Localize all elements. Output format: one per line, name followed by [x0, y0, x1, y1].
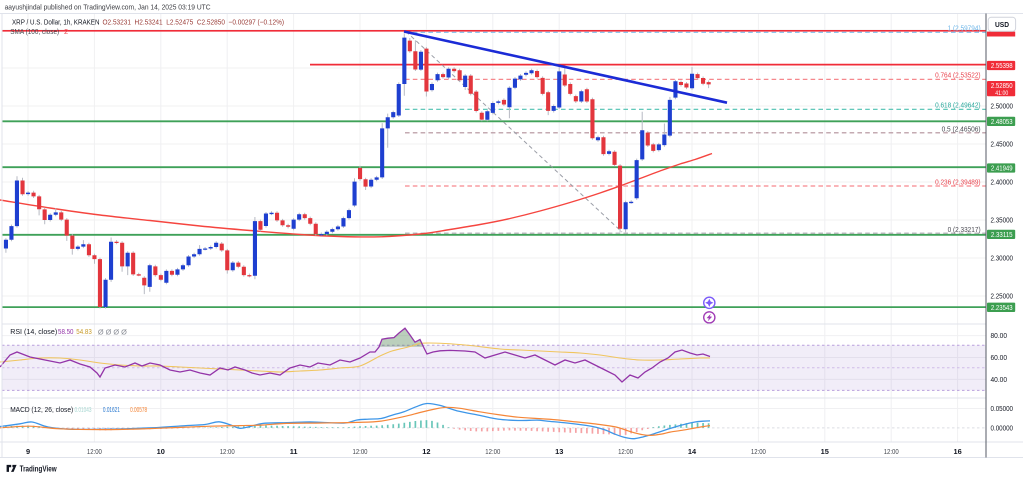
svg-text:2.40000: 2.40000 [991, 178, 1014, 187]
svg-text:12:00: 12:00 [485, 447, 500, 456]
svg-text:0.5 (2.46506): 0.5 (2.46506) [942, 124, 981, 133]
svg-text:2.30000: 2.30000 [991, 254, 1014, 263]
svg-text:12: 12 [422, 447, 430, 456]
svg-text:XRP / U.S. Dollar, 1h, KRAKEN: XRP / U.S. Dollar, 1h, KRAKEN [12, 17, 100, 26]
svg-text:41:00: 41:00 [995, 90, 1008, 97]
svg-text:2.23543: 2.23543 [991, 303, 1013, 312]
svg-text:11: 11 [290, 447, 298, 456]
svg-text:9: 9 [26, 447, 30, 456]
svg-text:40.00: 40.00 [991, 375, 1008, 384]
svg-text:0.05000: 0.05000 [991, 404, 1014, 413]
svg-text:10: 10 [157, 447, 165, 456]
svg-text:2.52850: 2.52850 [991, 81, 1013, 90]
svg-text:2.55398: 2.55398 [991, 61, 1013, 70]
svg-text:12:00: 12:00 [87, 447, 102, 456]
svg-text:0.764 (2.53522): 0.764 (2.53522) [935, 71, 981, 80]
svg-text:54.83: 54.83 [76, 327, 92, 336]
svg-text:12:00: 12:00 [220, 447, 235, 456]
svg-text:2.25000: 2.25000 [991, 292, 1014, 301]
svg-text:2.33115: 2.33115 [991, 230, 1013, 239]
svg-text:14: 14 [688, 447, 697, 456]
svg-text:1 (2.59794): 1 (2.59794) [948, 23, 981, 32]
svg-text:13: 13 [555, 447, 563, 456]
svg-text:0.01621: 0.01621 [103, 405, 120, 414]
svg-text:0 (2.33217): 0 (2.33217) [948, 225, 981, 234]
svg-text:USD: USD [995, 20, 1010, 29]
svg-text:12:00: 12:00 [618, 447, 633, 456]
svg-text:2: 2 [64, 27, 68, 36]
svg-text:12:00: 12:00 [884, 447, 899, 456]
svg-text:58.50: 58.50 [58, 327, 74, 336]
svg-text:TradingView: TradingView [20, 464, 57, 473]
svg-text:16: 16 [953, 447, 961, 456]
svg-text:80.00: 80.00 [991, 331, 1008, 340]
svg-text:MACD (12, 26, close): MACD (12, 26, close) [10, 405, 73, 414]
svg-text:0.00578: 0.00578 [130, 405, 147, 414]
svg-text:12:00: 12:00 [751, 447, 766, 456]
svg-text:RSI (14, close): RSI (14, close) [10, 327, 57, 336]
svg-text:aayushjindal published on Trad: aayushjindal published on TradingView.co… [5, 2, 212, 11]
svg-text:O2.53231 H2.53241 L2.52475: O2.53231 H2.53241 L2.52475 C2.52850 −0.0… [103, 17, 285, 26]
svg-text:15: 15 [821, 447, 829, 456]
svg-text:SMA (100, close): SMA (100, close) [10, 27, 59, 36]
svg-text:2.45000: 2.45000 [991, 140, 1014, 149]
svg-text:0.01043: 0.01043 [75, 405, 92, 414]
svg-text:2.41949: 2.41949 [991, 164, 1013, 173]
svg-text:12:00: 12:00 [353, 447, 368, 456]
svg-text:0.236 (2.39489): 0.236 (2.39489) [935, 178, 981, 187]
svg-text:60.00: 60.00 [991, 353, 1008, 362]
svg-text:2.35000: 2.35000 [991, 216, 1014, 225]
svg-text:0.618 (2.49642): 0.618 (2.49642) [935, 101, 981, 110]
svg-text:2.48053: 2.48053 [991, 117, 1013, 126]
svg-text:0.00000: 0.00000 [991, 424, 1014, 433]
svg-text:Ø Ø Ø Ø: Ø Ø Ø Ø [98, 327, 127, 336]
svg-text:2.50000: 2.50000 [991, 102, 1014, 111]
